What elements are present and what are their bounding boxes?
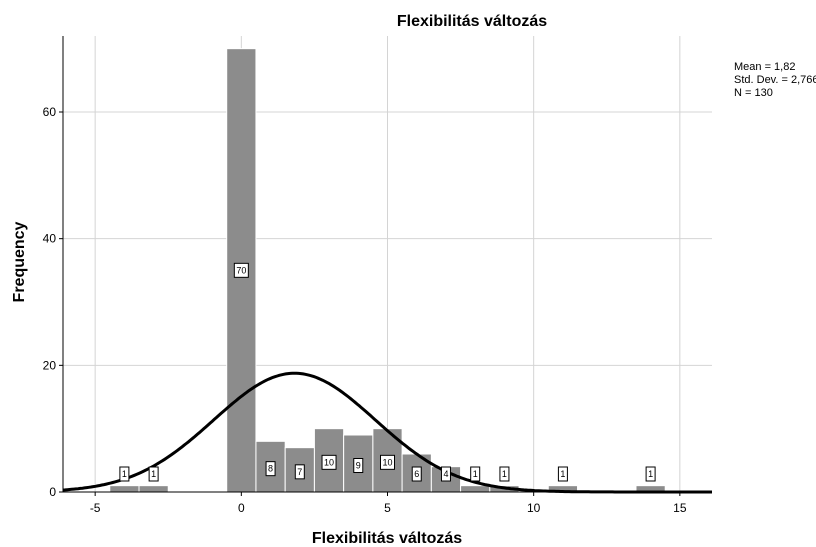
y-tick-labels: 0 20 40 60	[43, 105, 63, 499]
data-label-box	[470, 466, 481, 482]
x-tick-labels: -5 0 5 10 15	[90, 492, 687, 515]
y-tick-label: 0	[49, 485, 56, 499]
y-tick-label: 60	[43, 105, 57, 119]
x-tick-label: 10	[527, 501, 541, 515]
x-axis-title: Flexibilitás változás	[312, 530, 462, 547]
data-label-box	[148, 466, 159, 482]
x-tick-label: 5	[384, 501, 391, 515]
data-label-box	[380, 454, 395, 470]
data-label: 4	[443, 469, 448, 479]
data-label: 10	[382, 457, 392, 467]
y-tick-label: 40	[43, 232, 57, 246]
data-label: 1	[560, 469, 565, 479]
data-label-box	[294, 464, 305, 480]
x-tick-label: 0	[238, 501, 245, 515]
data-label-box	[233, 262, 249, 278]
data-label: 9	[356, 461, 361, 471]
data-labels: 1 1 70 8 7 10 9 10 6 4 1 1 1 1	[119, 262, 656, 482]
grid-lines	[63, 36, 712, 492]
x-tick-label: 15	[673, 501, 687, 515]
data-label: 8	[268, 464, 273, 474]
data-label: 70	[236, 265, 246, 275]
y-axis-title: Frequency	[11, 221, 28, 302]
data-label: 1	[502, 469, 507, 479]
data-label-box	[645, 466, 656, 482]
chart-title: Flexibilitás változás	[397, 13, 547, 30]
histogram-bar	[138, 485, 169, 493]
data-label-box	[557, 466, 568, 482]
y-tick-label: 20	[43, 358, 57, 372]
data-label: 1	[122, 469, 127, 479]
data-label-box	[265, 461, 276, 477]
histogram-bar	[109, 485, 140, 493]
data-label-box	[119, 466, 130, 482]
data-label: 6	[414, 469, 419, 479]
data-label-box	[411, 466, 422, 482]
stats-std-dev: Std. Dev. = 2,766	[734, 74, 816, 86]
histogram-bar	[460, 485, 491, 493]
data-label: 1	[648, 469, 653, 479]
stats-n: N = 130	[734, 87, 773, 99]
data-label: 1	[473, 469, 478, 479]
data-label-box	[321, 454, 337, 470]
data-label-box	[440, 466, 451, 482]
stats-mean: Mean = 1,82	[734, 61, 795, 73]
data-label: 10	[324, 457, 334, 467]
data-label: 1	[151, 469, 156, 479]
x-tick-label: -5	[90, 501, 101, 515]
data-label-box	[353, 458, 364, 473]
data-label-box	[499, 466, 510, 482]
data-label: 7	[297, 467, 302, 477]
